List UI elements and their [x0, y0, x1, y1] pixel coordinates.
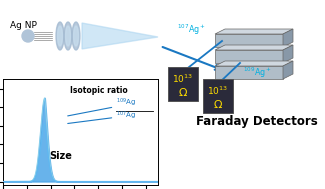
Text: $\Omega$: $\Omega$	[178, 86, 188, 98]
Text: Isotopic ratio: Isotopic ratio	[70, 86, 128, 95]
Polygon shape	[215, 50, 283, 63]
Polygon shape	[215, 61, 293, 66]
Text: Size: Size	[49, 151, 72, 161]
Ellipse shape	[66, 26, 71, 46]
Polygon shape	[283, 45, 293, 63]
Ellipse shape	[58, 26, 62, 46]
Circle shape	[22, 30, 34, 42]
Polygon shape	[215, 29, 293, 34]
Ellipse shape	[73, 26, 79, 46]
Text: $\Omega$: $\Omega$	[213, 98, 223, 110]
Text: $^{109}$Ag: $^{109}$Ag	[116, 97, 136, 109]
Text: $^{107}$Ag$^+$: $^{107}$Ag$^+$	[176, 23, 205, 37]
Ellipse shape	[56, 22, 64, 50]
Text: $10^{13}$: $10^{13}$	[207, 85, 228, 97]
Text: Faraday Detectors: Faraday Detectors	[196, 115, 318, 128]
FancyBboxPatch shape	[203, 79, 233, 113]
Text: Ag NP: Ag NP	[10, 22, 37, 30]
FancyBboxPatch shape	[168, 67, 198, 101]
Polygon shape	[283, 61, 293, 79]
Ellipse shape	[64, 22, 72, 50]
Polygon shape	[215, 45, 293, 50]
Text: $^{109}$Ag$^+$: $^{109}$Ag$^+$	[243, 66, 272, 80]
Text: $^{107}$Ag: $^{107}$Ag	[116, 110, 136, 122]
Ellipse shape	[72, 22, 80, 50]
Text: $10^{13}$: $10^{13}$	[173, 73, 193, 85]
Polygon shape	[215, 34, 283, 47]
Polygon shape	[283, 29, 293, 47]
Polygon shape	[82, 23, 158, 49]
Polygon shape	[215, 66, 283, 79]
